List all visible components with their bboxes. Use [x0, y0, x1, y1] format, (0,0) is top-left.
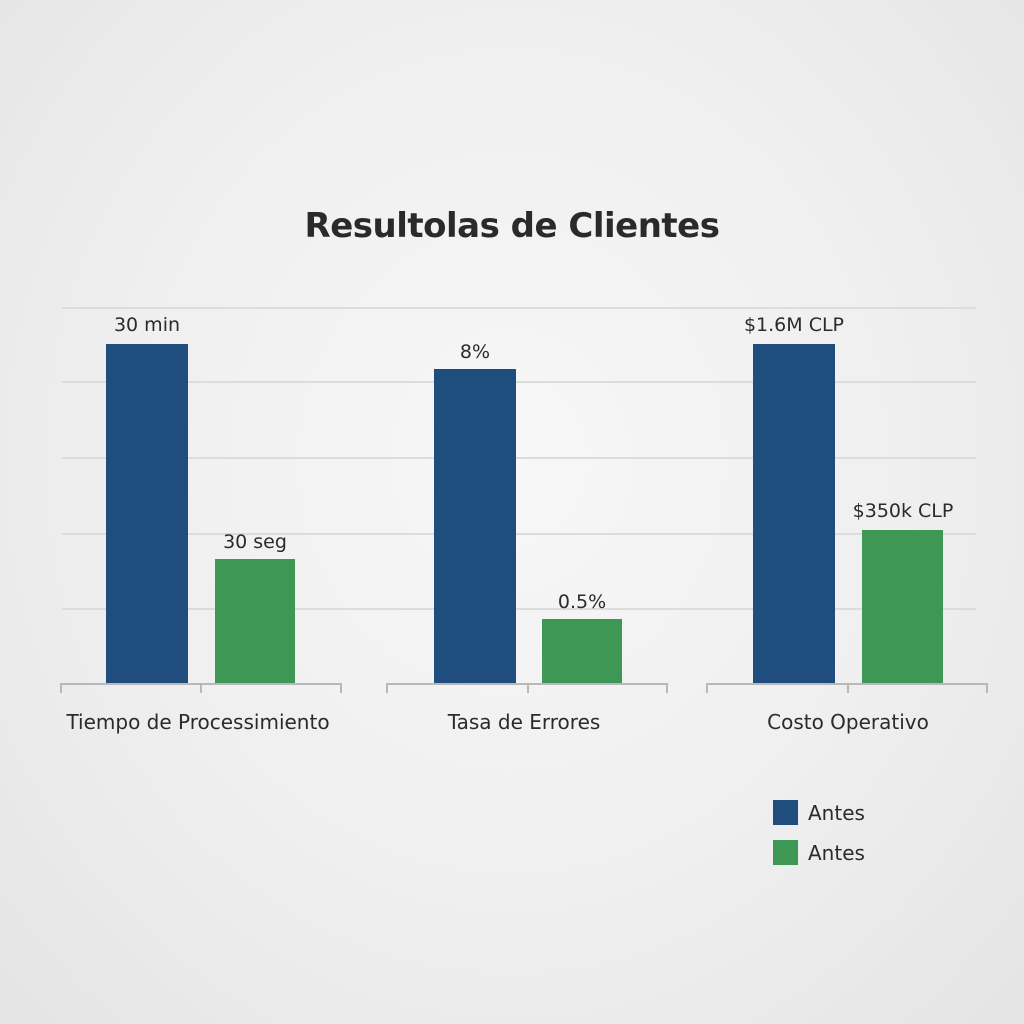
legend-label: Antes: [808, 800, 865, 825]
bar-antes-errores: [434, 369, 516, 683]
bar-value-label: 30 seg: [223, 531, 287, 553]
category-label: Tasa de Errores: [447, 710, 601, 734]
axis-tick: [386, 683, 388, 693]
bar-antes-tiempo: [106, 344, 188, 683]
axis-tick: [986, 683, 988, 693]
grid-line: [62, 457, 976, 459]
legend-label: Antes: [808, 840, 865, 865]
axis-tick: [340, 683, 342, 693]
bar-despues-costo: [862, 530, 943, 683]
chart-title: Resultolas de Clientes: [304, 206, 720, 246]
axis-tick: [706, 683, 708, 693]
grid-line: [62, 533, 976, 535]
bar-value-label: $350k CLP: [852, 500, 954, 522]
bar-value-label: 30 min: [113, 314, 181, 336]
legend-swatch-green: [773, 840, 798, 865]
grid-line: [62, 381, 976, 383]
grid-line: [62, 608, 976, 610]
category-label: Tiempo de Processimiento: [66, 710, 330, 734]
axis-tick: [527, 683, 529, 693]
axis-tick: [666, 683, 668, 693]
bar-antes-costo: [753, 344, 835, 683]
axis-tick: [60, 683, 62, 693]
legend-item-antes-2: Antes: [773, 840, 865, 865]
bar-despues-errores: [542, 619, 622, 683]
grid-line: [62, 307, 976, 309]
category-label: Costo Operativo: [767, 710, 929, 734]
bar-value-label: 8%: [459, 341, 491, 363]
bar-despues-tiempo: [215, 559, 295, 683]
bar-value-label: $1.6M CLP: [743, 314, 845, 336]
legend-swatch-blue: [773, 800, 798, 825]
axis-tick: [200, 683, 202, 693]
legend-item-antes: Antes: [773, 800, 865, 825]
axis-tick: [847, 683, 849, 693]
bar-value-label: 0.5%: [557, 591, 607, 613]
